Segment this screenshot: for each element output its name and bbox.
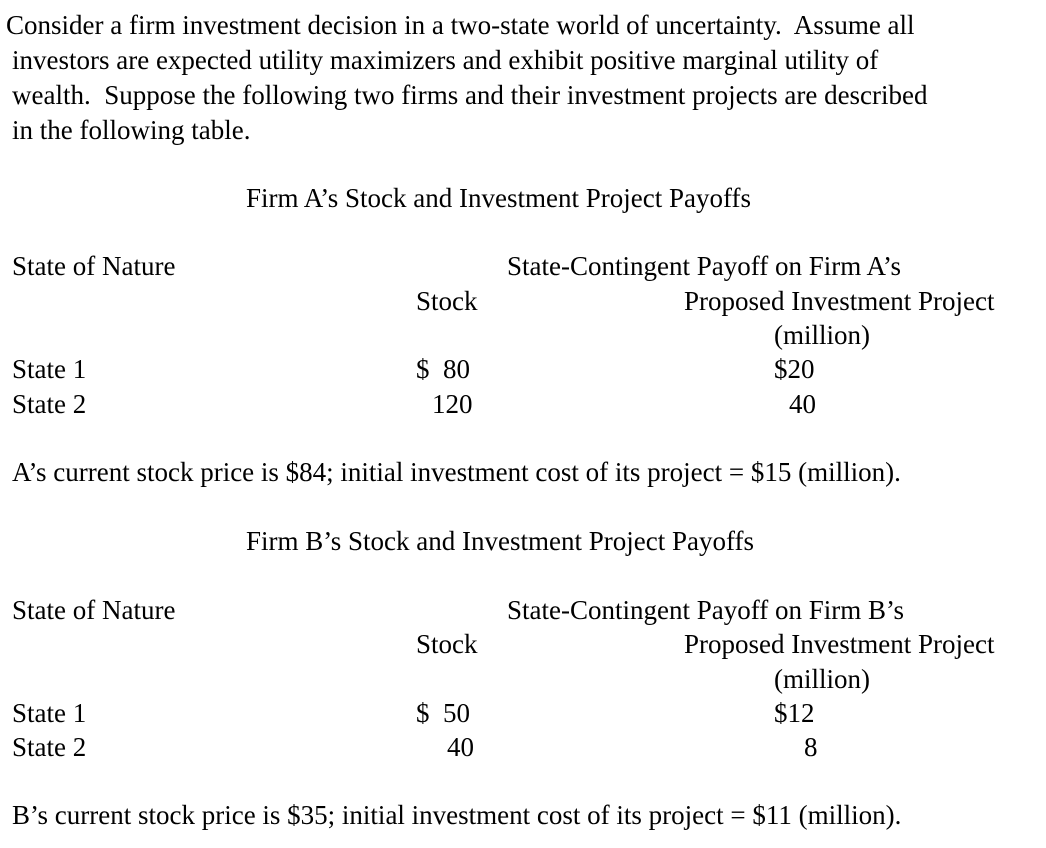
firm-a-row-1-stock: $ 80 — [416, 354, 470, 384]
firm-a-row-2-project: 40 — [789, 389, 816, 419]
firm-a-row-2-state: State 2 — [12, 389, 87, 419]
firm-b-row-2-stock: 40 — [447, 732, 474, 762]
firm-b-stock-header: Stock — [416, 629, 478, 659]
firm-b-row-1-state: State 1 — [12, 698, 87, 728]
firm-b-row-1-stock: $ 50 — [416, 698, 470, 728]
firm-a-price-note: A’s current stock price is $84; initial … — [12, 457, 901, 487]
firm-b-row-1-project: $12 — [774, 698, 815, 728]
firm-b-payoff-header-line-2: Proposed Investment Project — [684, 629, 995, 659]
firm-b-row-2-state: State 2 — [12, 732, 87, 762]
firm-a-state-header: State of Nature — [12, 251, 176, 281]
firm-b-payoff-header-line-1: State-Contingent Payoff on Firm B’s — [507, 595, 904, 625]
firm-b-state-header: State of Nature — [12, 595, 176, 625]
firm-a-payoff-header-line-1: State-Contingent Payoff on Firm A’s — [507, 251, 902, 281]
intro-line-3: wealth. Suppose the following two firms … — [12, 80, 928, 110]
firm-a-stock-header: Stock — [416, 286, 478, 316]
firm-b-payoff-header-line-3: (million) — [774, 664, 870, 694]
firm-b-row-2-project: 8 — [804, 732, 818, 762]
intro-line-1: Consider a firm investment decision in a… — [6, 10, 915, 40]
firm-a-row-1-state: State 1 — [12, 354, 87, 384]
intro-line-2: investors are expected utility maximizer… — [12, 45, 879, 75]
firm-a-row-2-stock: 120 — [432, 389, 473, 419]
firm-b-price-note: B’s current stock price is $35; initial … — [12, 800, 902, 830]
intro-line-4: in the following table. — [12, 115, 251, 145]
firm-a-payoff-header-line-3: (million) — [774, 320, 870, 350]
firm-a-row-1-project: $20 — [774, 354, 815, 384]
firm-a-payoff-header-line-2: Proposed Investment Project — [684, 286, 995, 316]
firm-a-table-title: Firm A’s Stock and Investment Project Pa… — [246, 183, 751, 213]
firm-b-table-title: Firm B’s Stock and Investment Project Pa… — [246, 526, 754, 556]
